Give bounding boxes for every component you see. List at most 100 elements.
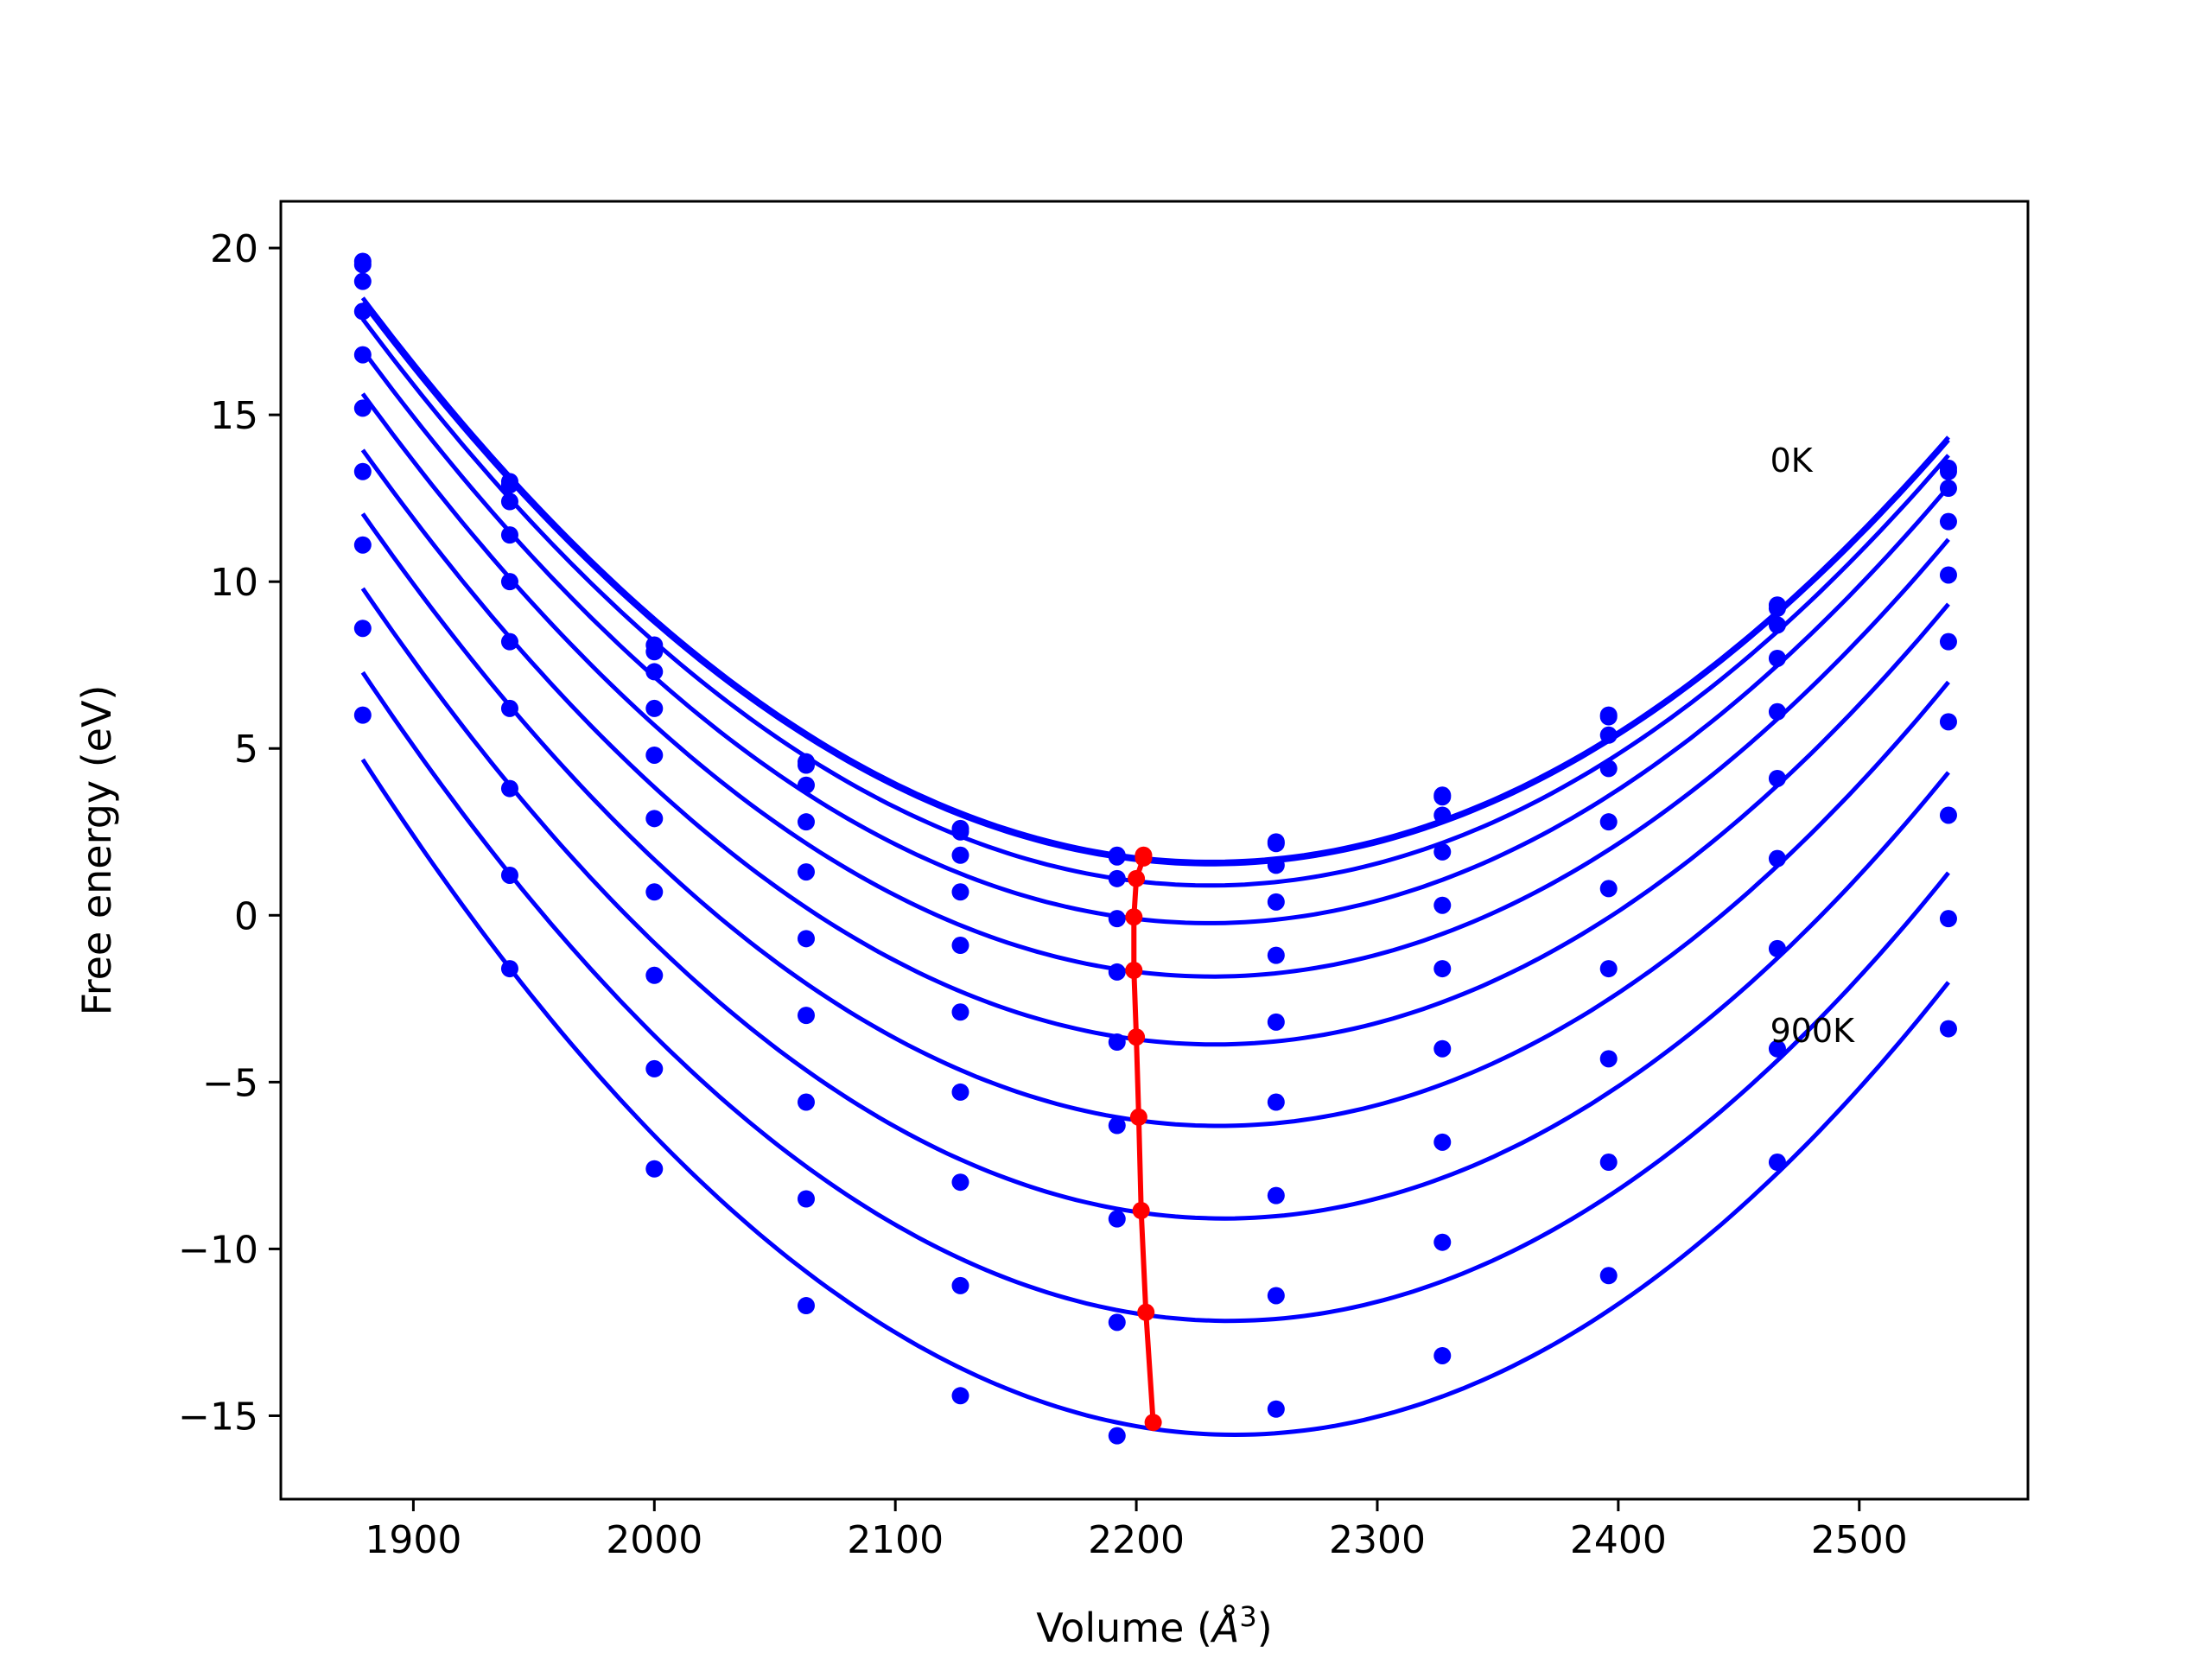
data-point xyxy=(1599,813,1618,831)
data-point xyxy=(1939,632,1957,651)
data-point xyxy=(951,937,969,955)
minimum-point xyxy=(1132,1202,1150,1220)
fit-curve xyxy=(360,348,1950,925)
data-point xyxy=(1267,835,1285,853)
data-point xyxy=(1768,649,1786,667)
data-point xyxy=(1599,1050,1618,1068)
data-point xyxy=(1267,1186,1285,1205)
data-point xyxy=(1939,1020,1957,1038)
data-point xyxy=(645,1160,664,1178)
data-point xyxy=(1939,910,1957,928)
data-point xyxy=(1599,726,1618,744)
data-point xyxy=(645,883,664,901)
y-tick-label: 0 xyxy=(234,894,258,938)
fit-curves xyxy=(360,296,1950,1438)
x-axis-label-exponent: 3 xyxy=(1239,1600,1256,1633)
data-point xyxy=(797,863,815,881)
data-point xyxy=(1939,713,1957,731)
x-tick-label: 2200 xyxy=(1088,1518,1185,1562)
data-point xyxy=(353,302,372,321)
data-point xyxy=(500,866,518,884)
data-point xyxy=(1267,1093,1285,1111)
data-point xyxy=(797,1007,815,1025)
data-point xyxy=(1768,702,1786,721)
data-point xyxy=(353,462,372,480)
minimum-point xyxy=(1128,869,1146,887)
fit-curve xyxy=(360,301,1950,867)
data-point xyxy=(500,493,518,511)
data-point xyxy=(1267,1287,1285,1305)
fit-curve xyxy=(360,392,1950,979)
data-point xyxy=(797,776,815,794)
data-point xyxy=(1267,893,1285,911)
data-point xyxy=(951,1387,969,1405)
y-axis-label: Free energy (eV) xyxy=(73,685,120,1016)
fit-curve xyxy=(360,587,1950,1221)
minimum-point xyxy=(1125,908,1143,926)
fit-curve xyxy=(360,317,1950,888)
y-tick-label: −15 xyxy=(178,1395,258,1439)
data-point xyxy=(1267,1400,1285,1418)
data-point xyxy=(500,476,518,494)
plot-frame xyxy=(279,200,2030,1501)
fit-curve xyxy=(360,671,1950,1324)
data-point xyxy=(1939,480,1957,498)
data-point xyxy=(797,1297,815,1315)
data-point xyxy=(1939,512,1957,531)
data-point xyxy=(951,1173,969,1192)
data-point xyxy=(1433,1039,1452,1058)
data-point xyxy=(1108,1427,1126,1445)
data-point xyxy=(951,1276,969,1294)
data-point xyxy=(1433,896,1452,914)
data-point xyxy=(645,966,664,984)
data-point xyxy=(951,1083,969,1101)
data-point xyxy=(645,663,664,681)
temperature-annotation: 0K xyxy=(1770,442,1814,480)
data-point xyxy=(797,1190,815,1208)
y-tick-label: 20 xyxy=(210,227,258,271)
temperature-annotation: 900K xyxy=(1770,1012,1856,1050)
data-point xyxy=(1433,806,1452,824)
minima-path xyxy=(1131,855,1156,1423)
y-tick-label: −5 xyxy=(202,1061,258,1105)
data-point xyxy=(797,756,815,774)
x-axis-label-close: ) xyxy=(1257,1605,1273,1651)
data-point xyxy=(1768,1154,1786,1172)
data-point xyxy=(1108,1210,1126,1228)
data-point xyxy=(500,960,518,978)
data-point xyxy=(1939,462,1957,480)
minimum-point xyxy=(1137,1303,1155,1321)
data-point xyxy=(1768,600,1786,618)
data-point xyxy=(353,256,372,274)
y-tick-label: 15 xyxy=(210,394,258,438)
data-point xyxy=(1768,1039,1786,1058)
data-point xyxy=(645,810,664,828)
data-point xyxy=(1108,869,1126,887)
data-point xyxy=(645,1059,664,1077)
data-point xyxy=(1599,880,1618,898)
minimum-point xyxy=(1125,962,1143,980)
x-tick-label: 2500 xyxy=(1811,1518,1908,1562)
data-point xyxy=(1599,960,1618,978)
data-point xyxy=(1433,960,1452,978)
minimum-point xyxy=(1129,1108,1147,1126)
data-point xyxy=(353,272,372,290)
x-axis-label-text: Volume ( xyxy=(1036,1605,1212,1651)
x-axis-label: Volume (Å3) xyxy=(1036,1600,1272,1651)
y-tick-label: 10 xyxy=(210,561,258,605)
data-point xyxy=(1599,1154,1618,1172)
data-point xyxy=(353,706,372,724)
data-point xyxy=(797,813,815,831)
y-tick-label: 5 xyxy=(234,728,258,772)
data-point xyxy=(353,620,372,638)
data-point xyxy=(1108,1116,1126,1135)
data-point xyxy=(1108,848,1126,866)
data-point xyxy=(1108,910,1126,928)
data-point xyxy=(1433,1346,1452,1364)
data-point xyxy=(1939,566,1957,584)
data-point xyxy=(1599,760,1618,778)
minimum-point xyxy=(1144,1414,1162,1432)
data-point xyxy=(1768,849,1786,868)
